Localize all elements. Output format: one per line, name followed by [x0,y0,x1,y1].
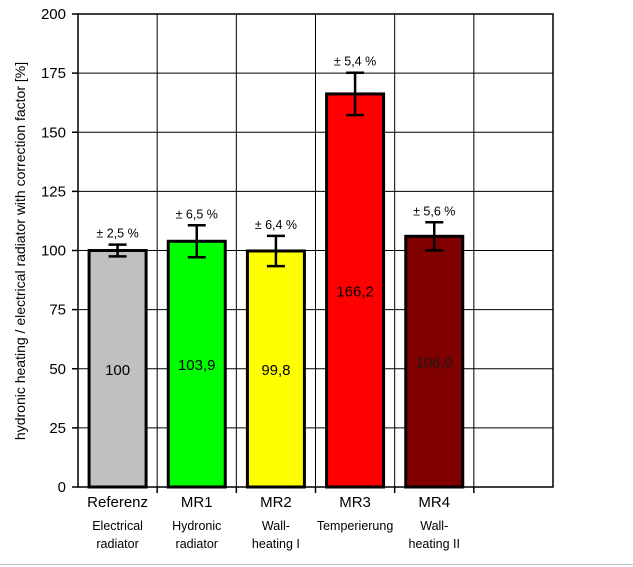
value-label: 166,2 [336,283,374,300]
category-label: Referenz [87,494,148,511]
category-label: MR1 [181,494,213,511]
category-sublabel: heating II [409,537,460,551]
value-label: 106,0 [415,355,453,372]
category-sublabel: heating I [252,537,300,551]
y-tick-label: 150 [41,124,66,141]
error-label: ± 6,5 % [176,207,218,221]
category-sublabel: Temperierung [317,519,393,533]
y-tick-label: 100 [41,243,66,260]
data-labels: ± 2,5 % 100 ± 6,5 % 103,9 ± 6,4 % 99,8 ± 5,4 %… [96,55,455,379]
error-label: ± 6,4 % [255,218,297,232]
category-sublabel: Wall- [420,519,448,533]
category-sublabel: Hydronic [172,519,221,533]
y-tick-label: 200 [41,6,66,23]
error-label: ± 2,5 % [96,227,138,241]
y-tick-label: 125 [41,183,66,200]
category-sublabel: Wall- [262,519,290,533]
error-label: ± 5,6 % [413,204,455,218]
value-label: 103,9 [178,357,216,374]
y-tick-label: 0 [58,479,66,496]
y-tick-label: 75 [49,302,66,319]
y-tick-label: 175 [41,65,66,82]
category-sublabel: Electrical [92,519,143,533]
category-label: MR3 [339,494,371,511]
grid-lines [78,14,553,487]
category-label: MR2 [260,494,292,511]
axes: 0 25 50 75 100 125 150 175 200 Referenz Electrical… [41,6,475,551]
y-tick-label: 25 [49,420,66,437]
y-tick-label: 50 [49,361,66,378]
category-label: MR4 [418,494,450,511]
error-bars [108,71,444,268]
error-label: ± 5,4 % [334,55,376,69]
bars [87,92,465,489]
bar-referenz [87,249,148,489]
divider [0,564,633,565]
value-label: 99,8 [261,362,290,379]
category-sublabel: radiator [176,537,218,551]
category-sublabel: radiator [96,537,138,551]
value-label: 100 [105,362,130,379]
y-axis-label: hydronic heating / electrical radiator w… [12,62,28,440]
